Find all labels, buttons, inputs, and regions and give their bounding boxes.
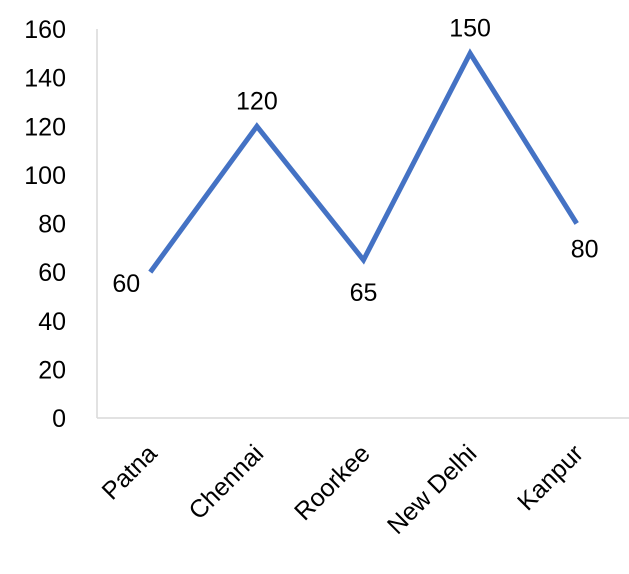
- y-tick-label: 0: [52, 405, 66, 433]
- x-category-label: Chennai: [183, 439, 269, 525]
- x-category-label: Kanpur: [512, 439, 589, 516]
- x-category-label: Roorkee: [289, 439, 376, 526]
- y-tick-label: 160: [24, 16, 66, 44]
- series-line: [148, 48, 579, 274]
- data-labels: 60 120 65 150 80: [112, 14, 598, 307]
- y-axis-ticks: 0 20 40 60 80 100 120 140 160: [24, 16, 66, 433]
- y-tick-label: 100: [24, 162, 66, 190]
- x-category-label: Patna: [97, 439, 163, 505]
- y-tick-label: 20: [38, 356, 66, 384]
- category-labels: Patna Chennai Roorkee New Delhi Kanpur: [97, 439, 589, 539]
- data-label: 150: [449, 14, 491, 42]
- x-category-label: New Delhi: [382, 439, 482, 539]
- data-label: 120: [236, 87, 278, 115]
- y-tick-label: 140: [24, 65, 66, 93]
- y-tick-label: 80: [38, 211, 66, 239]
- y-tick-label: 40: [38, 308, 66, 336]
- y-tick-label: 60: [38, 259, 66, 287]
- data-label: 60: [112, 270, 140, 298]
- data-label: 80: [571, 236, 599, 264]
- data-label: 65: [350, 279, 378, 307]
- y-tick-label: 120: [24, 113, 66, 141]
